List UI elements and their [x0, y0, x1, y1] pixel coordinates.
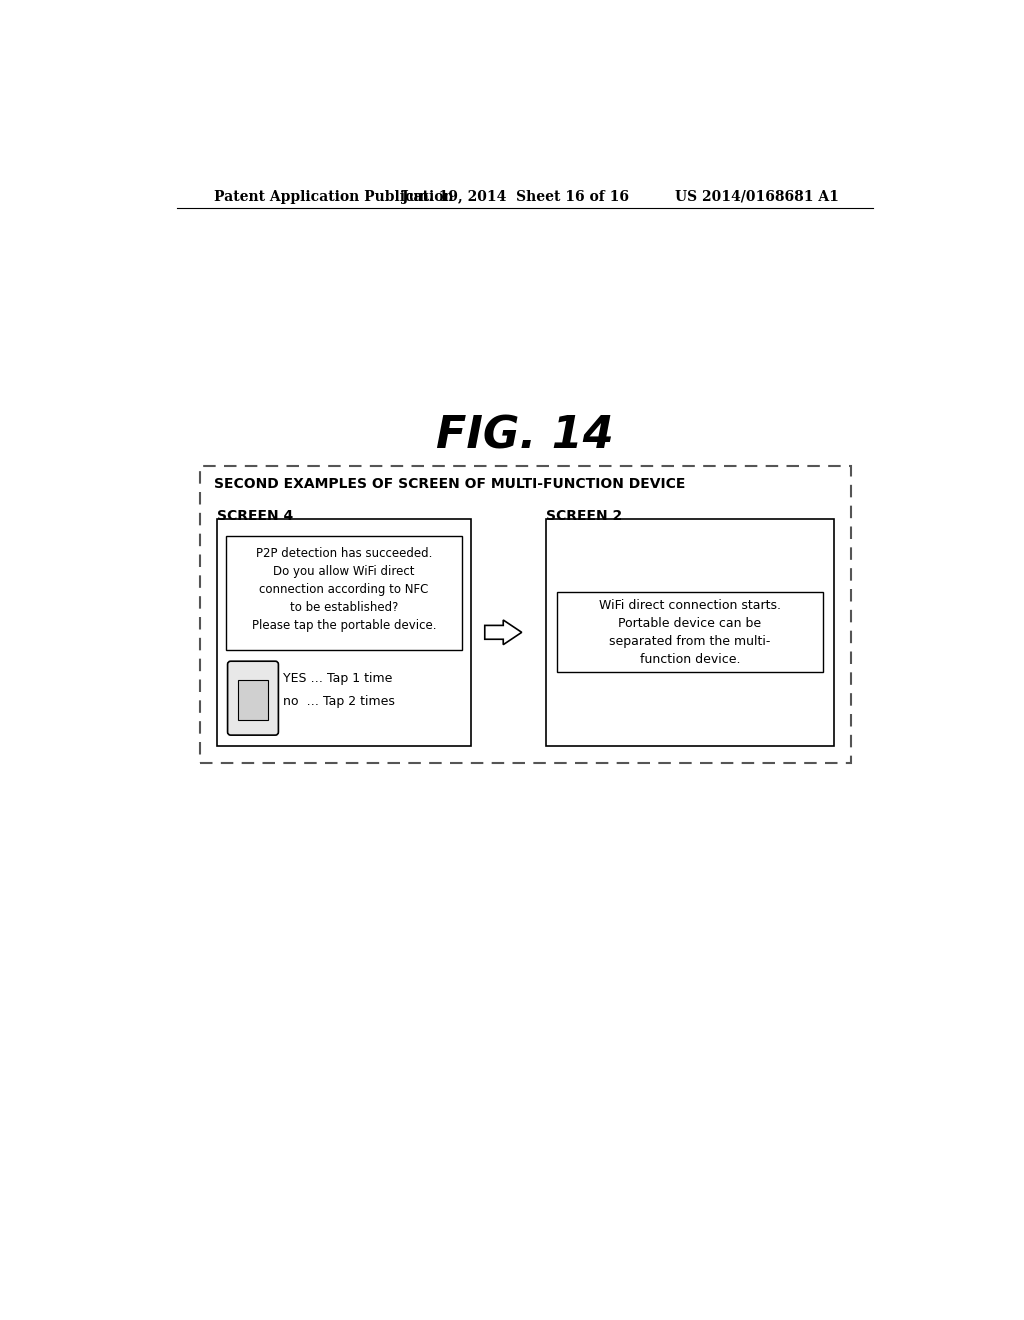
Text: Jun. 19, 2014  Sheet 16 of 16: Jun. 19, 2014 Sheet 16 of 16 [402, 190, 629, 203]
Bar [238, 680, 268, 719]
Text: FIG. 14: FIG. 14 [436, 414, 613, 457]
Text: no  … Tap 2 times: no … Tap 2 times [283, 694, 395, 708]
Text: SCREEN 4: SCREEN 4 [217, 508, 293, 523]
Bar [226, 536, 462, 649]
Text: SECOND EXAMPLES OF SCREEN OF MULTI-FUNCTION DEVICE: SECOND EXAMPLES OF SCREEN OF MULTI-FUNCT… [214, 478, 685, 491]
Text: Patent Application Publication: Patent Application Publication [214, 190, 454, 203]
Bar [200, 466, 851, 763]
Text: WiFi direct connection starts.
Portable device can be
separated from the multi-
: WiFi direct connection starts. Portable … [599, 599, 781, 665]
Text: SCREEN 2: SCREEN 2 [547, 508, 623, 523]
FancyBboxPatch shape [227, 661, 279, 735]
Text: P2P detection has succeeded.
Do you allow WiFi direct
connection according to NF: P2P detection has succeeded. Do you allo… [252, 546, 436, 632]
Bar [557, 593, 823, 672]
Text: US 2014/0168681 A1: US 2014/0168681 A1 [675, 190, 839, 203]
Bar [217, 519, 471, 746]
Text: YES … Tap 1 time: YES … Tap 1 time [283, 672, 392, 685]
Polygon shape [484, 620, 521, 644]
Bar [547, 519, 834, 746]
